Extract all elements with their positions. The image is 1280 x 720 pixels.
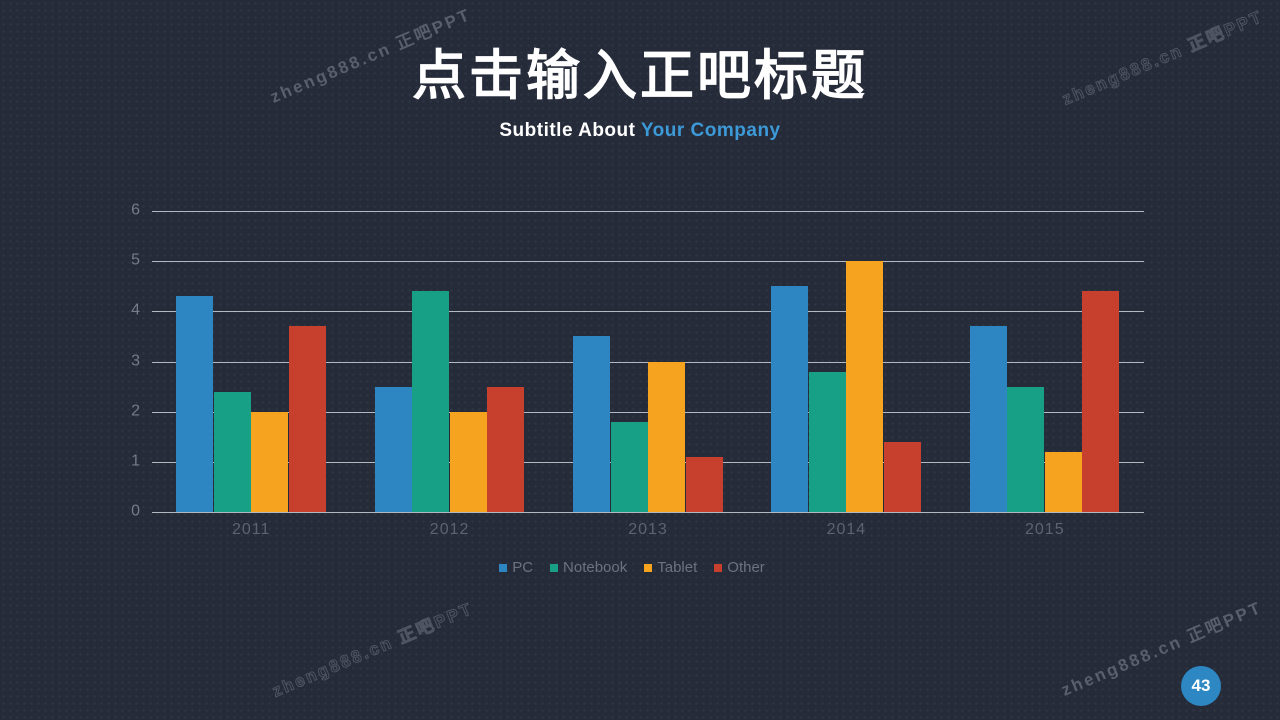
y-axis-label-3: 3 <box>131 352 140 370</box>
gridline-0 <box>152 512 1144 513</box>
slide-subtitle: Subtitle About Your Company <box>0 120 1280 142</box>
legend-label-other: Other <box>727 559 765 576</box>
legend-item-pc: PC <box>499 559 533 576</box>
bar-notebook-2011 <box>213 391 251 512</box>
legend-label-tablet: Tablet <box>657 559 698 576</box>
legend-label-notebook: Notebook <box>563 559 628 576</box>
watermark-bottom-right: zheng888.cn 正吧PPT <box>1058 597 1266 700</box>
bar-pc-2012 <box>374 386 412 512</box>
bar-pc-2015 <box>969 326 1007 512</box>
y-axis-label-1: 1 <box>131 452 140 470</box>
subtitle-accent: Your Company <box>640 120 781 141</box>
bar-pc-2011 <box>176 296 214 512</box>
x-axis-label-2011: 2011 <box>231 521 271 538</box>
watermark-bottom-left: zheng888.cn 正吧PPT <box>269 598 477 701</box>
bar-other-2012 <box>487 386 525 512</box>
legend-swatch-notebook <box>550 563 559 572</box>
legend-item-notebook: Notebook <box>550 559 627 576</box>
legend-item-tablet: Tablet <box>644 559 697 576</box>
legend-swatch-other <box>714 563 723 572</box>
bar-other-2011 <box>288 326 326 512</box>
legend-swatch-tablet <box>644 563 653 572</box>
gridline-4 <box>152 311 1144 313</box>
legend-item-other: Other <box>714 559 765 576</box>
chart-legend: PC Notebook Tablet Other <box>0 559 1264 576</box>
y-axis-label-5: 5 <box>131 251 140 269</box>
slide-title: 点击输入正吧标题 <box>412 46 868 106</box>
bar-chart: 0 1 2 3 4 5 6 2011 2012 2013 2014 2015 <box>131 202 1144 538</box>
y-axis-label-4: 4 <box>131 301 140 319</box>
bar-notebook-2014 <box>808 371 846 512</box>
bar-other-2013 <box>685 456 723 512</box>
x-axis-label-2015: 2015 <box>1025 521 1065 538</box>
bar-pc-2013 <box>573 336 610 512</box>
bar-tablet-2011 <box>251 411 289 512</box>
legend-label-pc: PC <box>512 559 534 576</box>
y-axis-label-2: 2 <box>131 402 140 420</box>
bar-tablet-2012 <box>449 411 487 512</box>
page-number: 43 <box>1191 676 1211 695</box>
x-axis-label-2014: 2014 <box>826 521 867 538</box>
bar-other-2014 <box>883 441 921 512</box>
y-axis-label-0: 0 <box>131 502 140 520</box>
bar-notebook-2012 <box>412 291 450 512</box>
gridline-6 <box>152 211 1144 212</box>
page-number-badge: 43 <box>1181 666 1221 706</box>
subtitle-prefix: Subtitle About <box>499 120 641 141</box>
bar-tablet-2014 <box>846 261 884 512</box>
bar-pc-2014 <box>771 286 809 512</box>
x-axis-label-2013: 2013 <box>628 521 668 538</box>
legend-swatch-pc <box>499 563 508 572</box>
bar-notebook-2013 <box>610 421 648 512</box>
bar-other-2015 <box>1082 291 1120 512</box>
y-axis-label-6: 6 <box>131 201 140 219</box>
gridline-5 <box>152 261 1144 263</box>
bar-notebook-2015 <box>1007 386 1045 512</box>
bar-tablet-2015 <box>1044 451 1082 512</box>
bar-tablet-2013 <box>648 361 685 512</box>
x-axis-label-2012: 2012 <box>429 521 470 538</box>
